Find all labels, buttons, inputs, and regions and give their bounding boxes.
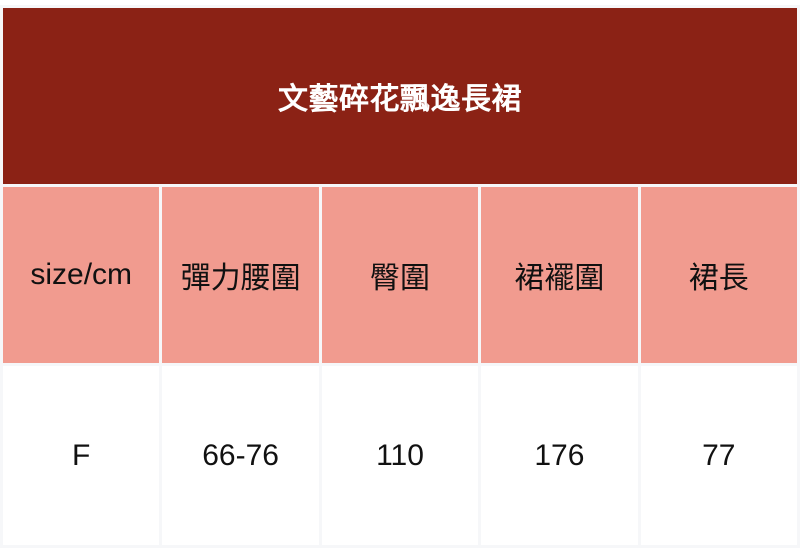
column-header-hip: 臀圍 [321, 187, 479, 363]
product-title: 文藝碎花飄逸長裙 [278, 83, 522, 116]
banner-row: 文藝碎花飄逸長裙 [3, 8, 797, 184]
column-header-size: size/cm [3, 187, 160, 363]
table-header-row: size/cm 彈力腰圍 臀圍 裙襬圍 裙長 [3, 187, 797, 363]
cell-size-value: F [3, 366, 160, 545]
size-chart-table: 文藝碎花飄逸長裙 size/cm 彈力腰圍 臀圍 裙襬圍 裙長 F 66-76 … [0, 5, 800, 548]
column-header-hem: 裙襬圍 [481, 187, 638, 363]
cell-hip-value: 110 [321, 366, 479, 545]
cell-hem-value: 176 [481, 366, 638, 545]
table-row: F 66-76 110 176 77 [3, 366, 797, 545]
product-title-banner: 文藝碎花飄逸長裙 [3, 8, 797, 184]
column-header-elastic-waist: 彈力腰圍 [162, 187, 319, 363]
column-header-skirt-length: 裙長 [640, 187, 797, 363]
cell-skirt-length-value: 77 [640, 366, 797, 545]
cell-elastic-waist-value: 66-76 [162, 366, 319, 545]
